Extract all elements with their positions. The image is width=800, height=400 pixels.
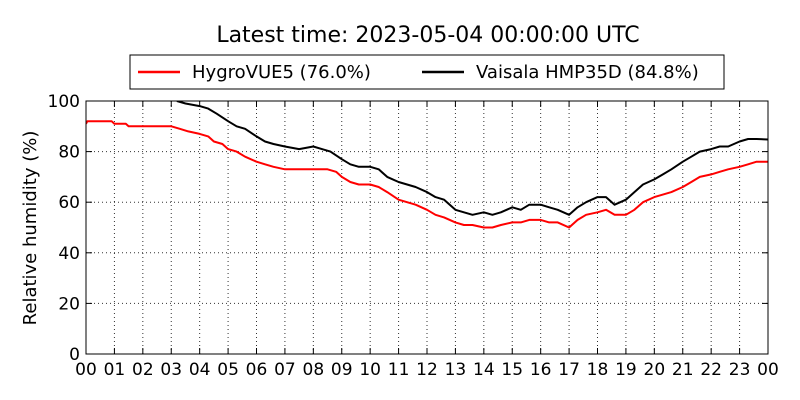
chart-title: Latest time: 2023-05-04 00:00:00 UTC (216, 23, 639, 48)
x-tick-label: 07 (274, 360, 296, 380)
x-tick-label: 03 (160, 360, 182, 380)
x-tick-label: 20 (644, 360, 666, 380)
x-tick-label: 00 (757, 360, 779, 380)
y-axis-label: Relative humidity (%) (20, 131, 41, 326)
x-tick-label: 01 (104, 360, 126, 380)
y-tick-label: 60 (58, 193, 80, 213)
x-tick-label: 17 (558, 360, 580, 380)
x-tick-label: 15 (501, 360, 523, 380)
y-tick-label: 80 (58, 143, 80, 163)
legend: HygroVUE5 (76.0%) Vaisala HMP35D (84.8%) (129, 54, 725, 90)
x-tick-label: 10 (359, 360, 381, 380)
x-tick-label: 23 (729, 360, 751, 380)
x-tick-label: 19 (615, 360, 637, 380)
x-tick-label: 14 (473, 360, 495, 380)
y-tick-label: 100 (48, 92, 80, 112)
x-tick-label: 09 (331, 360, 353, 380)
grid (86, 101, 768, 354)
series-group (86, 101, 768, 229)
series-line-vaisala (176, 101, 768, 216)
x-tick-label: 00 (75, 360, 97, 380)
plot-frame (85, 100, 769, 355)
legend-label-vaisala: Vaisala HMP35D (84.8%) (476, 62, 699, 83)
x-tick-label: 16 (530, 360, 552, 380)
x-tick-label: 21 (672, 360, 694, 380)
x-tick-label: 02 (132, 360, 154, 380)
x-tick-label: 05 (217, 360, 239, 380)
x-tick-label: 06 (246, 360, 268, 380)
x-tick-label: 13 (445, 360, 467, 380)
y-tick-label: 0 (69, 345, 80, 365)
x-tick-label: 12 (416, 360, 438, 380)
y-tick-label: 40 (58, 244, 80, 264)
x-tick-label: 08 (303, 360, 325, 380)
y-tick-label: 20 (58, 294, 80, 314)
x-tick-label: 18 (587, 360, 609, 380)
series-line-hygrovue5 (86, 120, 768, 229)
x-tick-label: 04 (189, 360, 211, 380)
y-axis: 0 20 40 60 80 100 (48, 92, 768, 365)
legend-label-hygrovue5: HygroVUE5 (76.0%) (192, 62, 371, 83)
x-tick-label: 22 (700, 360, 722, 380)
x-axis: 00 01 02 03 04 05 06 07 08 09 10 11 12 13 14 15 16 17 18 19… (75, 101, 779, 380)
x-tick-label: 11 (388, 360, 410, 380)
